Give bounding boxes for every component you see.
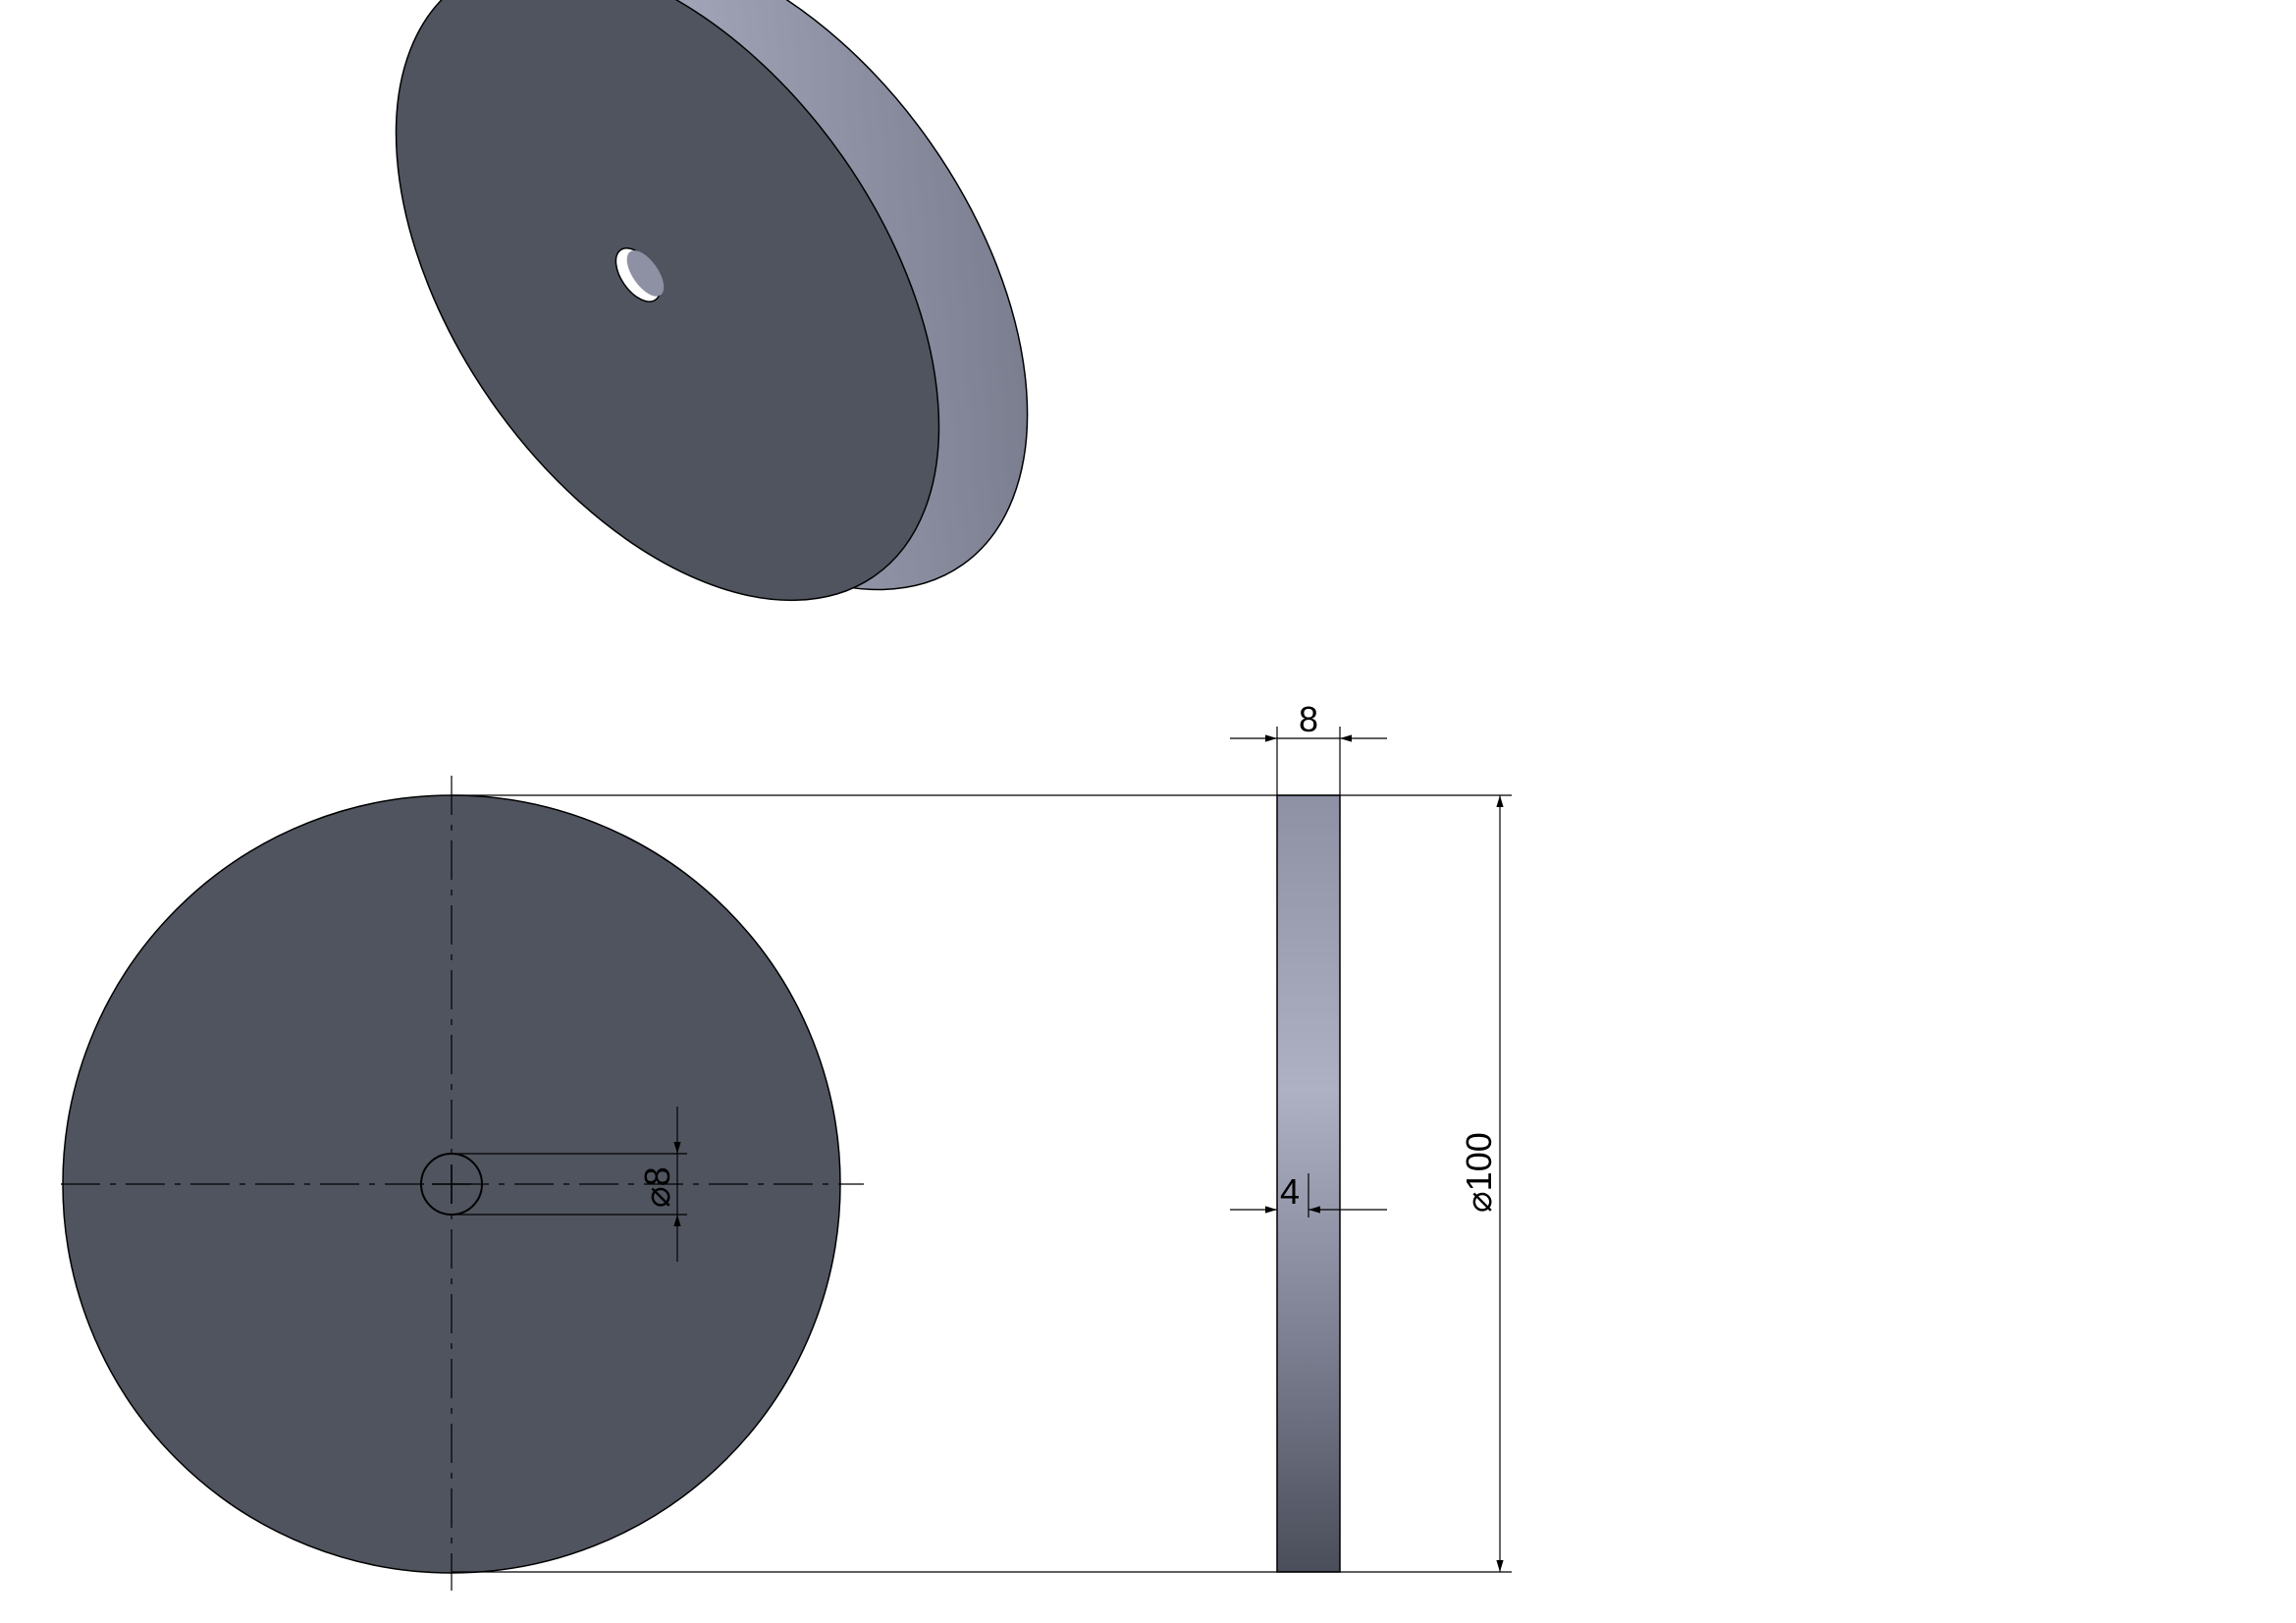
svg-text:⌀8: ⌀8 [637, 1166, 677, 1208]
svg-text:⌀100: ⌀100 [1459, 1132, 1499, 1213]
iso-front-face [395, 0, 940, 602]
isometric-view [395, 0, 1029, 602]
iso-hole [614, 247, 665, 302]
diameter-symbol: ⌀ [1459, 1191, 1499, 1213]
hole-diameter-value: 8 [637, 1166, 677, 1186]
diameter-dimension: ⌀100 [1459, 795, 1504, 1572]
thickness-dimension: 8 [1230, 699, 1387, 795]
half-thickness-dimension: 4 [1230, 1171, 1387, 1217]
half-thickness-label: 4 [1280, 1171, 1300, 1212]
thickness-label: 8 [1299, 699, 1318, 739]
diameter-value: 100 [1459, 1132, 1499, 1191]
front-view: ⌀8 [61, 776, 864, 1591]
hole-diameter-dimension: ⌀8 [452, 1107, 687, 1262]
side-view: 8 4 ⌀100 [452, 699, 1512, 1573]
hole-diameter-symbol: ⌀ [637, 1186, 677, 1208]
